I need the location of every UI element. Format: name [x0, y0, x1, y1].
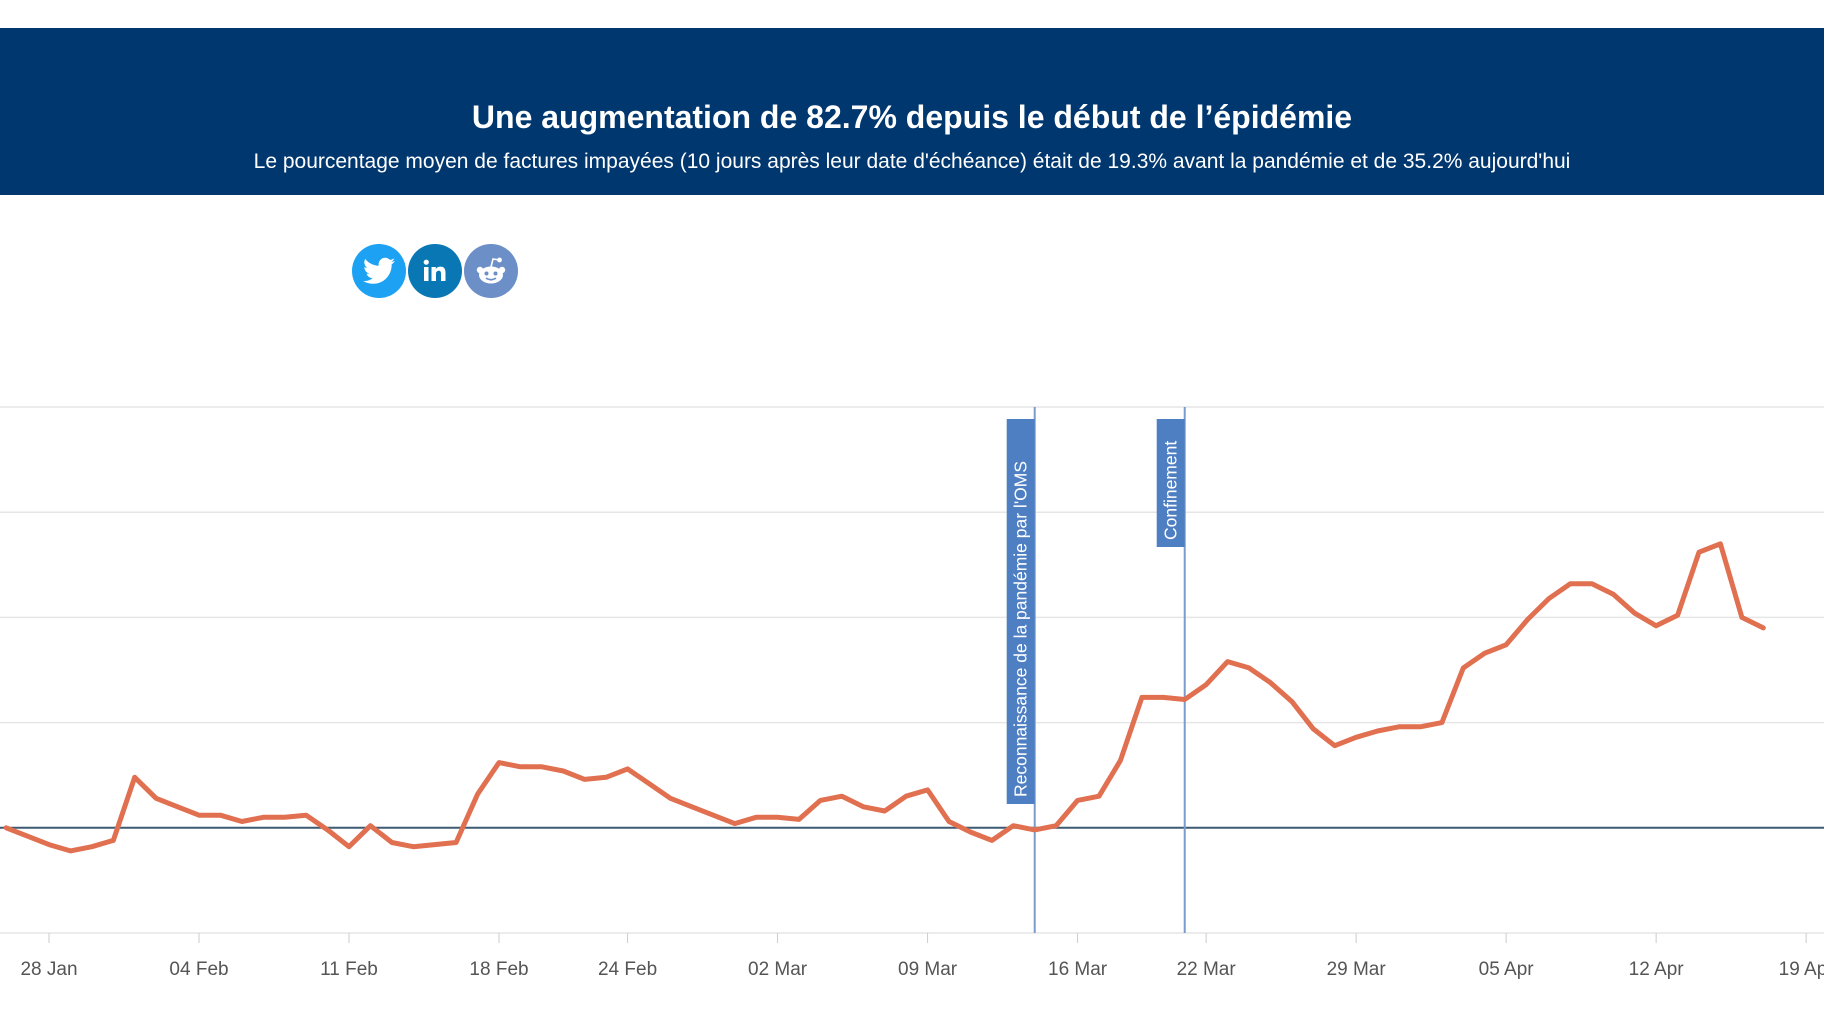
- event-label: Confinement: [1161, 441, 1181, 540]
- event-label: Reconnaissance de la pandémie par l'OMS: [1011, 461, 1031, 797]
- chart-header: Une augmentation de 82.7% depuis le débu…: [0, 28, 1824, 195]
- reddit-share-button[interactable]: [464, 244, 518, 298]
- x-tick-label: 28 Jan: [20, 959, 77, 980]
- twitter-icon: [363, 257, 395, 284]
- chart-subtitle: Le pourcentage moyen de factures impayée…: [253, 150, 1571, 173]
- line-chart: 28 Jan 04 Feb 11 Feb 18 Feb 24 Feb 02 Mar 09 M…: [0, 406, 1824, 980]
- reddit-icon: [476, 257, 506, 284]
- x-tick-label: 09 Mar: [898, 959, 958, 980]
- linkedin-icon: [423, 259, 446, 281]
- x-tick-label: 19 Apr: [1779, 959, 1824, 980]
- x-tick-label: 04 Feb: [169, 959, 228, 980]
- x-tick-label: 18 Feb: [469, 959, 528, 980]
- x-tick-label: 11 Feb: [320, 959, 378, 980]
- x-tick-label: 05 Apr: [1479, 959, 1535, 980]
- chart-title: Une augmentation de 82.7% depuis le débu…: [471, 99, 1353, 135]
- event-label-box: [1156, 419, 1185, 547]
- x-tick-label: 22 Mar: [1177, 959, 1237, 980]
- event-label-box: [1006, 419, 1035, 804]
- linkedin-share-button[interactable]: [408, 244, 462, 298]
- x-tick-label: 16 Mar: [1048, 959, 1108, 980]
- x-tick-label: 12 Apr: [1629, 959, 1685, 980]
- x-tick-label: 02 Mar: [748, 959, 808, 980]
- series-line: [3, 541, 1766, 854]
- twitter-share-button[interactable]: [352, 244, 406, 298]
- x-tick-label: 24 Feb: [598, 959, 657, 980]
- x-tick-label: 29 Mar: [1327, 959, 1387, 980]
